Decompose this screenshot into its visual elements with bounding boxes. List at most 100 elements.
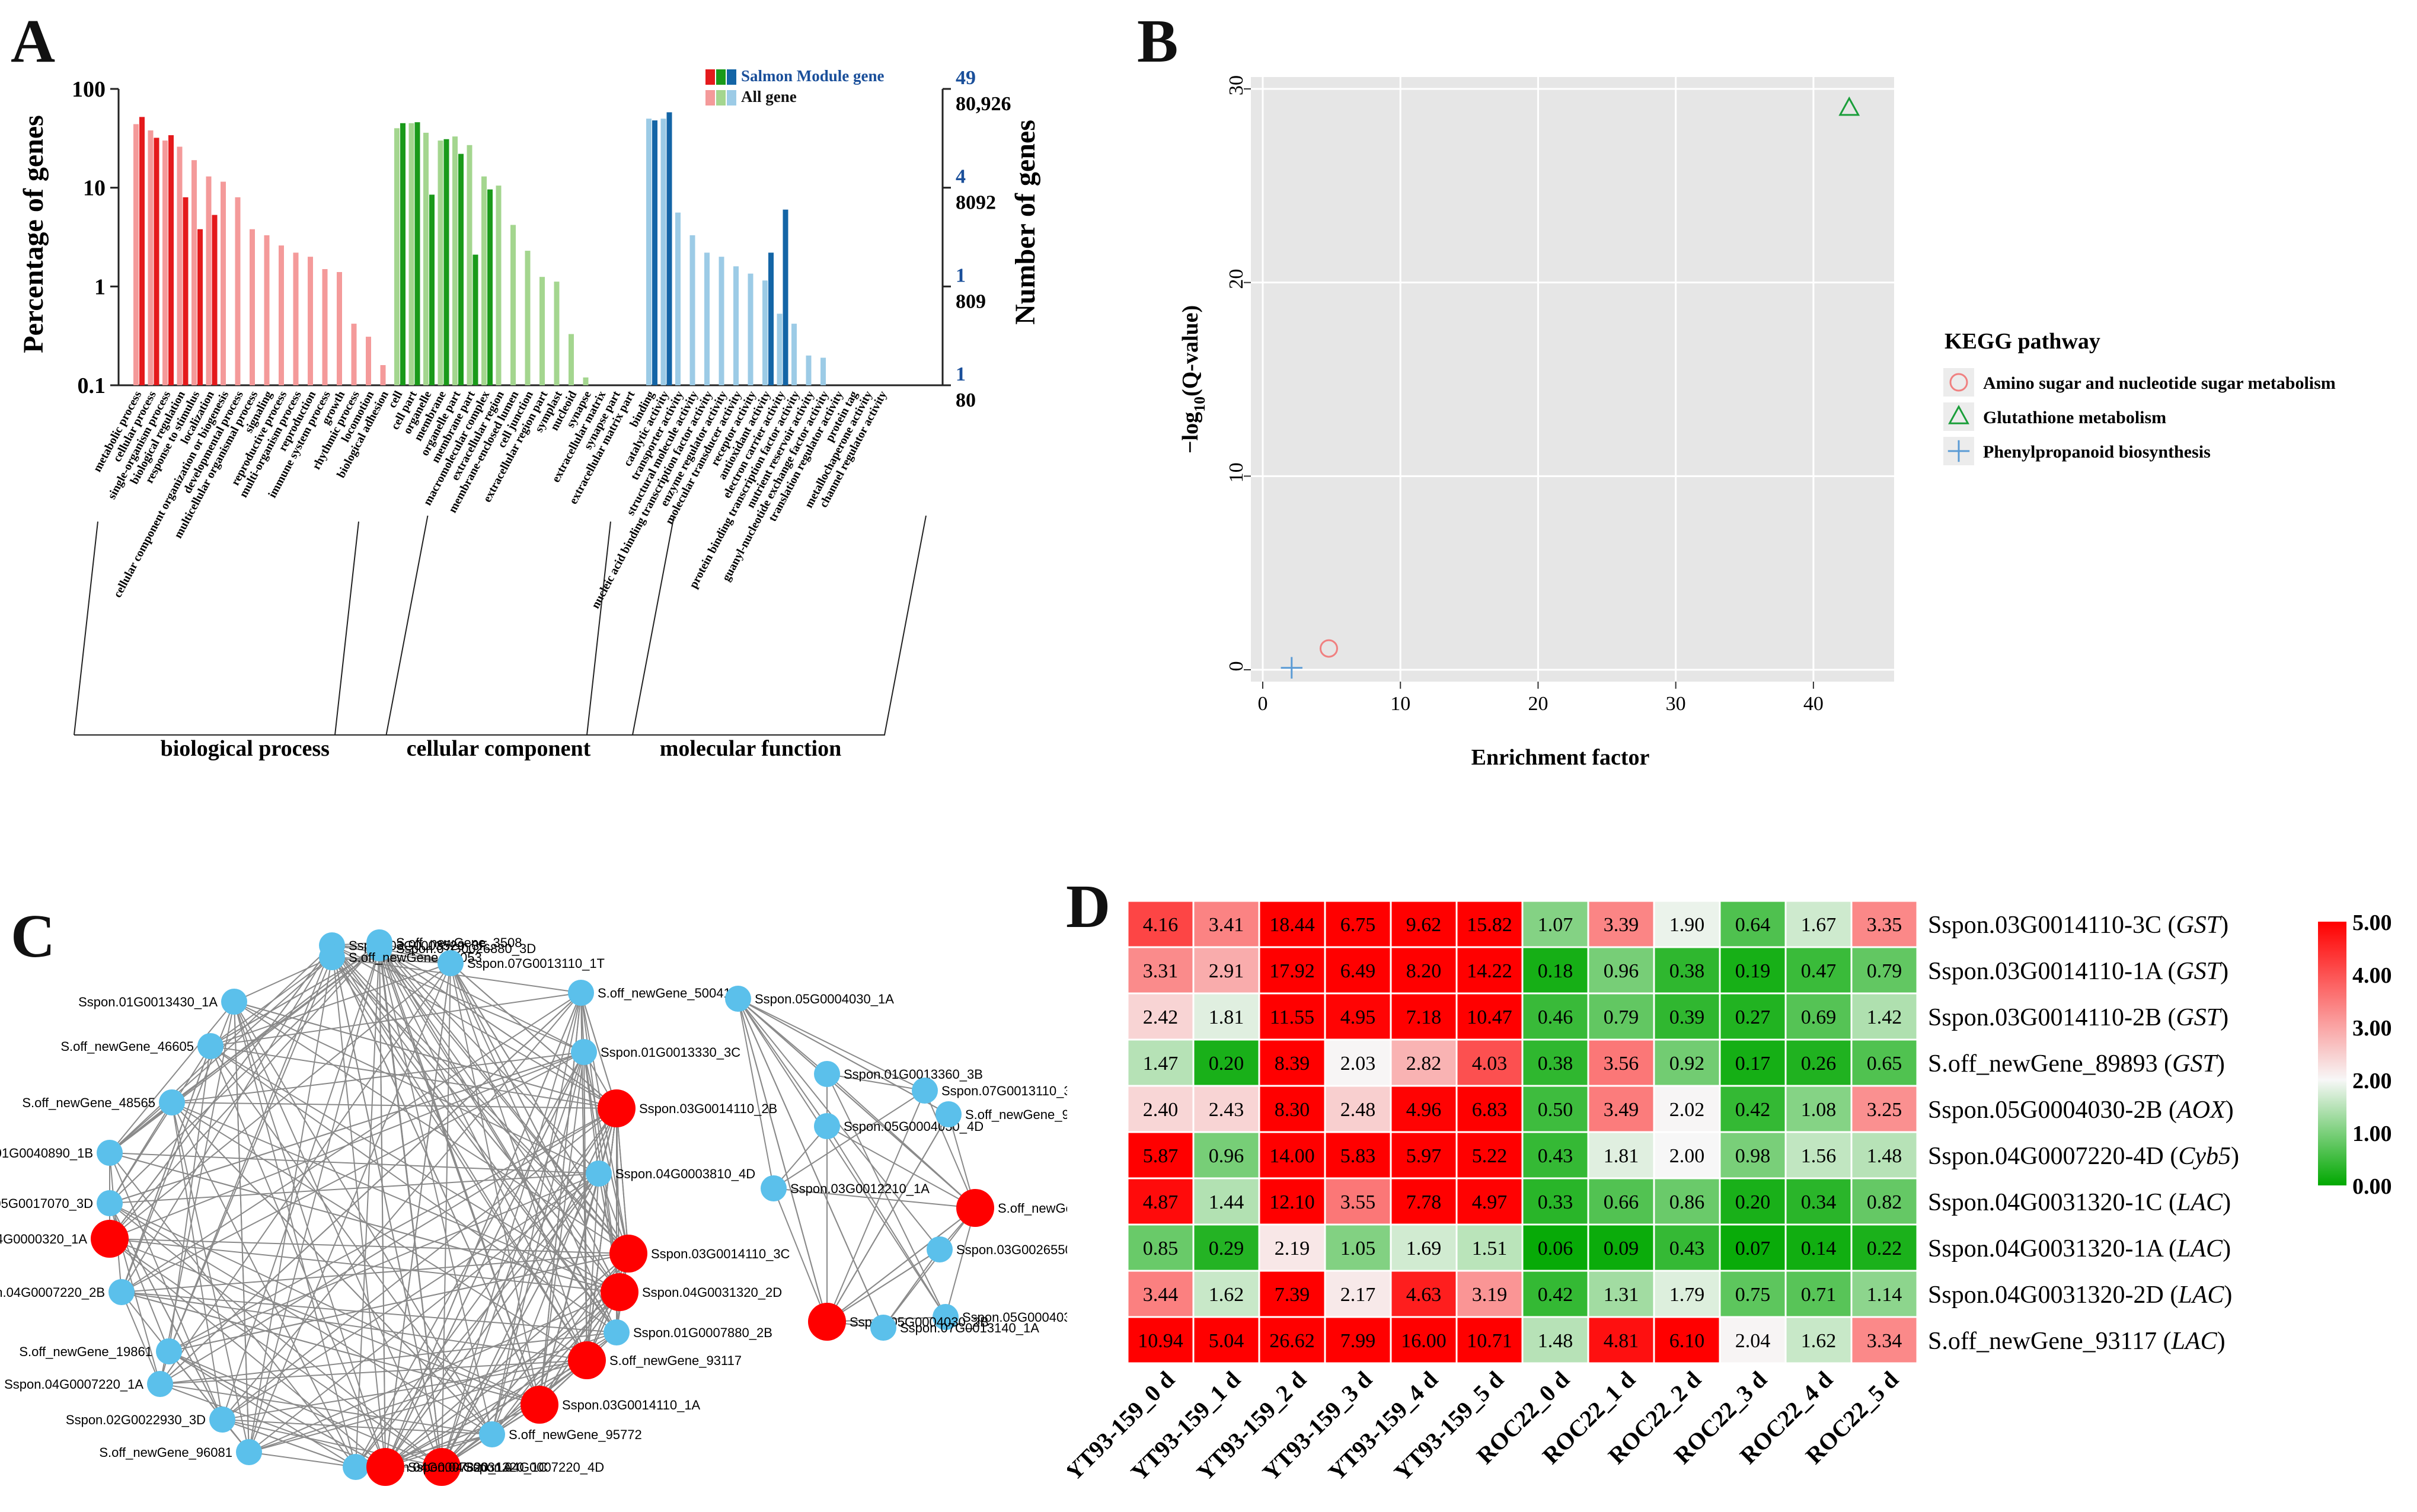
c-edge <box>331 945 617 1333</box>
d-row-gene: Sspon.05G0004030-2B ( <box>1928 1097 2177 1124</box>
d-cell-value: 3.35 <box>1867 914 1902 936</box>
c-node <box>761 1175 787 1201</box>
a-left-tick-label: 100 <box>72 77 106 102</box>
c-edge <box>385 963 451 1468</box>
d-cell-value: 1.14 <box>1867 1284 1902 1306</box>
d-cell <box>1390 1223 1458 1272</box>
d-cell-value: 7.99 <box>1340 1330 1376 1352</box>
c-edge <box>583 1051 599 1174</box>
d-cell <box>1258 1038 1326 1087</box>
c-node-label: Sspon.01G0007880_2B <box>633 1325 772 1340</box>
expression-heatmap: 4.16 3.41 18.44 6.75 9.62 15.82 1.07 3.39 1.90 0.… <box>1067 900 2392 1486</box>
d-row-label: Sspon.05G0004030-2B (AOX) <box>1928 1097 2234 1124</box>
d-cell <box>1850 900 1918 948</box>
d-cell <box>1850 992 1918 1041</box>
d-cell-value: 6.10 <box>1669 1330 1705 1352</box>
a-bar-all <box>704 252 710 385</box>
d-cell-value: 1.42 <box>1867 1006 1902 1028</box>
c-node <box>423 1448 461 1486</box>
c-edge <box>580 992 617 1109</box>
d-cell <box>1719 900 1787 948</box>
b-y-tick-label: 20 <box>1225 269 1247 289</box>
a-bar-all <box>337 271 342 385</box>
c-edge <box>450 963 629 1254</box>
c-node <box>319 944 345 970</box>
c-node-label: Sspon.05G0004030_4D <box>844 1119 984 1134</box>
d-row-gene: Sspon.03G0014110-1A ( <box>1928 958 2176 985</box>
d-cell <box>1653 1270 1721 1318</box>
c-node <box>197 1033 223 1059</box>
c-edge <box>586 1173 599 1361</box>
d-cell-value: 2.00 <box>1669 1145 1705 1167</box>
d-cell-value: 0.38 <box>1669 960 1705 982</box>
d-row-label: Sspon.03G0014110-3C (GST) <box>1928 912 2228 939</box>
c-edge <box>826 1073 946 1318</box>
d-cell-value: 1.56 <box>1801 1145 1837 1167</box>
c-node <box>108 1279 135 1305</box>
a-bar-module <box>197 229 203 385</box>
c-node-label: Sspon.05G0004030_1A <box>755 992 894 1006</box>
c-node-label: Sspon.07G0013110_3C <box>941 1083 1067 1098</box>
d-cell-value: 11.55 <box>1270 1006 1314 1028</box>
c-edge <box>379 948 540 1405</box>
c-node <box>438 950 464 976</box>
d-row-close: ) <box>2217 1050 2225 1078</box>
b-plot-background <box>1251 77 1894 682</box>
d-cell-value: 0.64 <box>1735 914 1771 936</box>
a-bar-module <box>487 189 493 385</box>
c-node <box>725 986 751 1012</box>
d-row-gene: Sspon.04G0031320-2D ( <box>1928 1281 2178 1309</box>
c-edge <box>737 998 828 1322</box>
c-edge <box>109 1102 173 1153</box>
d-cell <box>1653 1177 1721 1226</box>
d-cell-value: 12.10 <box>1269 1191 1315 1213</box>
b-point <box>1319 639 1338 658</box>
d-cell-value: 15.82 <box>1467 914 1512 936</box>
b-x-tick-label: 20 <box>1528 693 1548 715</box>
c-edge <box>826 1207 976 1322</box>
d-colorbar-label: 5.00 <box>2352 910 2392 935</box>
a-bar-all <box>569 334 574 385</box>
c-edge <box>121 992 582 1293</box>
b-legend-label: Glutathione metabolism <box>1983 408 2166 427</box>
a-bar-all <box>380 365 386 385</box>
c-edge <box>379 942 599 1174</box>
a-right-tick-bottom: 80 <box>956 389 976 411</box>
d-cell-value: 1.44 <box>1209 1191 1244 1213</box>
d-cell <box>1521 1270 1589 1318</box>
d-cell-value: 4.97 <box>1472 1191 1508 1213</box>
c-edge <box>168 1351 356 1468</box>
c-node <box>366 1448 404 1486</box>
d-cell <box>1390 1085 1458 1133</box>
d-cell <box>1719 1316 1787 1364</box>
d-cell <box>1455 946 1524 995</box>
d-cell <box>1192 946 1260 995</box>
a-group-bracket <box>586 515 927 736</box>
d-row-tag: LAC <box>2176 1189 2223 1216</box>
c-edge <box>773 1090 925 1189</box>
d-cell-value: 14.00 <box>1269 1145 1315 1167</box>
a-bar-all <box>264 235 270 385</box>
a-bar-module <box>666 112 672 386</box>
a-right-tick-bottom: 8092 <box>956 192 996 214</box>
d-cell <box>1258 900 1326 948</box>
d-cell-value: 0.42 <box>1735 1099 1771 1121</box>
c-edge <box>826 1114 949 1322</box>
a-bar-all <box>762 280 768 385</box>
b-legend-label: Amino sugar and nucleotide sugar metabol… <box>1983 373 2336 393</box>
c-edge <box>379 948 629 1254</box>
d-cell <box>1126 946 1195 995</box>
d-cell-value: 7.78 <box>1406 1191 1442 1213</box>
c-edge <box>109 1152 620 1293</box>
a-bar-all <box>806 355 812 385</box>
d-cell-value: 0.26 <box>1801 1053 1837 1075</box>
a-bar-all <box>496 186 502 385</box>
d-cell <box>1192 900 1260 948</box>
c-edge <box>773 1126 828 1189</box>
c-edge <box>580 992 629 1254</box>
a-bar-all <box>733 266 739 385</box>
c-edge <box>924 1090 976 1209</box>
d-cell <box>1324 946 1392 995</box>
c-edge <box>331 957 588 1361</box>
